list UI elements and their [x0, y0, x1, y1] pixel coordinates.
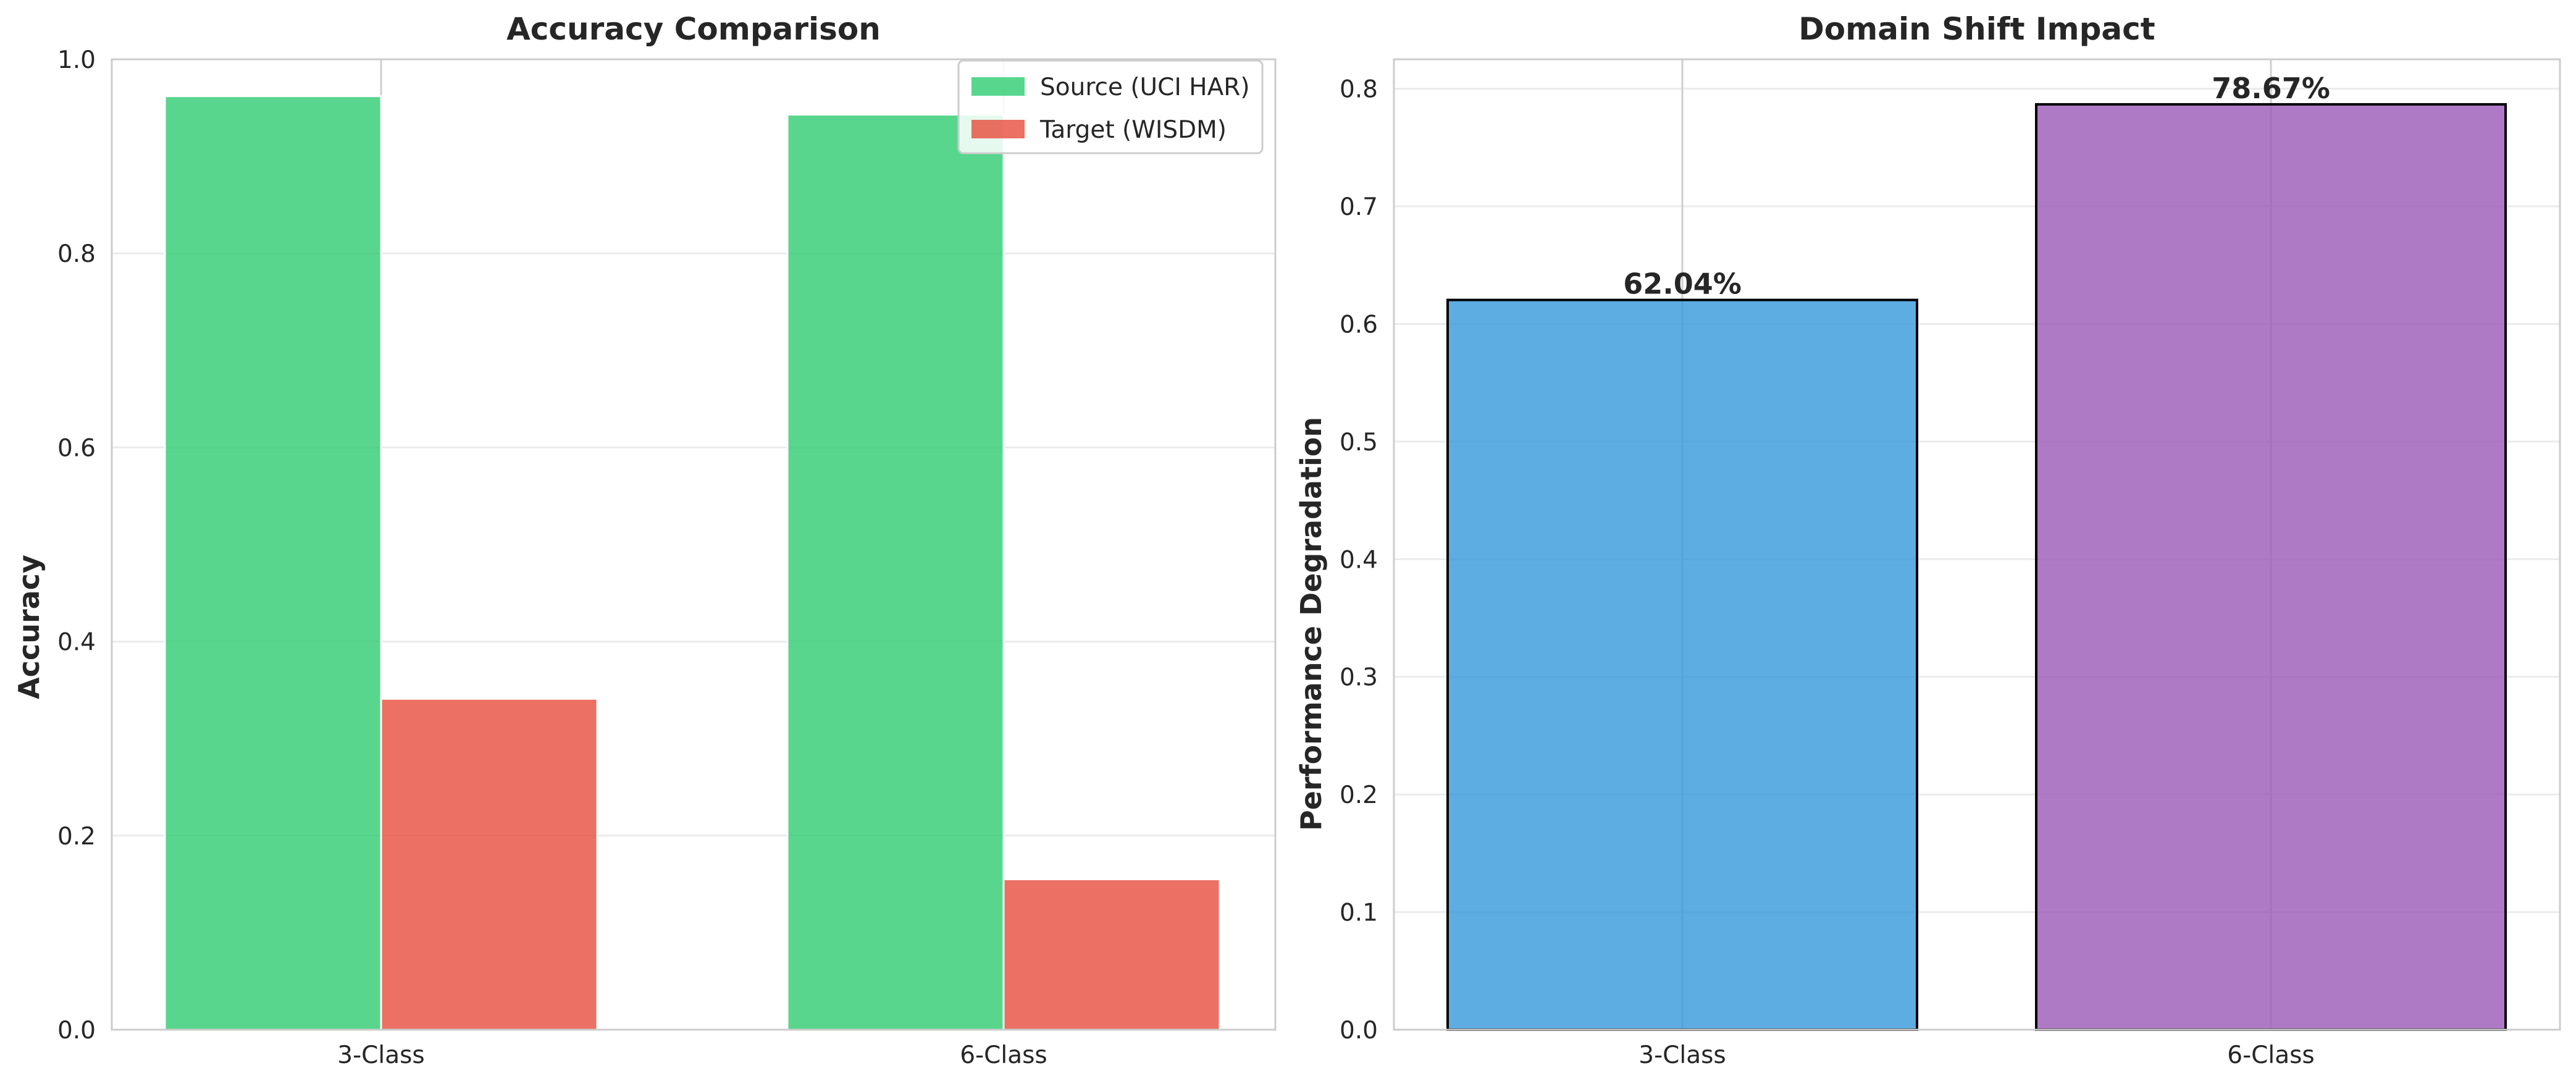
plot-frame — [1393, 58, 2561, 1031]
y-tick-label: 1.0 — [57, 46, 96, 74]
y-tick-label: 0.4 — [57, 629, 96, 657]
y-tick-labels: 0.0 0.1 0.2 0.3 0.4 0.5 0.6 0.7 0.8 — [1340, 76, 1378, 1045]
accuracy-comparison-chart: 0.0 0.2 0.4 0.6 0.8 1.0 3-Class 6-Class Accura… — [12, 11, 1277, 1069]
bar-source-2 — [786, 114, 1005, 1031]
legend-swatch-target — [971, 120, 1025, 138]
bar-2 — [2035, 103, 2507, 1031]
x-tick-label: 6-Class — [960, 1041, 1047, 1069]
y-tick-label: 0.3 — [1340, 664, 1378, 692]
legend-box — [957, 59, 1264, 154]
axes-frame — [111, 58, 1277, 1031]
y-tick-label: 0.8 — [57, 240, 96, 268]
bar-group — [1446, 103, 2507, 1031]
x-tick-labels: 3-Class 6-Class — [1638, 1041, 2315, 1069]
x-tick-label: 3-Class — [1638, 1041, 1726, 1069]
bar-target-1 — [380, 697, 598, 1031]
bar-group — [164, 95, 1221, 1031]
y-tick-label: 0.6 — [57, 434, 96, 462]
x-tick-labels: 3-Class 6-Class — [337, 1041, 1047, 1069]
bar-source-1 — [164, 95, 382, 1031]
y-tick-label: 0.6 — [1340, 311, 1378, 338]
data-label: 78.67% — [2212, 72, 2330, 105]
bar-1 — [1446, 298, 1918, 1031]
y-tick-labels: 0.0 0.2 0.4 0.6 0.8 1.0 — [57, 46, 96, 1045]
y-tick-label: 0.0 — [1340, 1017, 1378, 1045]
y-tick-label: 0.4 — [1340, 546, 1378, 574]
data-labels: 62.04% 78.67% — [1623, 72, 2330, 301]
legend: Source (UCI HAR) Target (WISDM) — [957, 59, 1264, 154]
domain-shift-impact-chart: 0.0 0.1 0.2 0.3 0.4 0.5 0.6 0.7 0.8 3-Class 6-Cla… — [1294, 11, 2561, 1069]
x-tick-label: 6-Class — [2227, 1041, 2315, 1069]
y-tick-label: 0.0 — [57, 1017, 96, 1045]
plot-frame — [111, 58, 1277, 1031]
y-tick-label: 0.7 — [1340, 193, 1378, 221]
y-tick-label: 0.2 — [1340, 781, 1378, 809]
y-axis-label: Accuracy — [12, 555, 46, 699]
y-tick-label: 0.1 — [1340, 899, 1378, 927]
x-tick-label: 3-Class — [337, 1041, 425, 1069]
y-axis-label: Performance Degradation — [1294, 417, 1328, 831]
axes-frame — [1393, 58, 2561, 1031]
legend-swatch-source — [971, 77, 1025, 96]
y-tick-label: 0.5 — [1340, 429, 1378, 456]
data-label: 62.04% — [1623, 267, 1742, 301]
legend-label-target: Target (WISDM) — [1039, 116, 1227, 144]
y-tick-label: 0.8 — [1340, 76, 1378, 104]
bar-target-2 — [1002, 878, 1221, 1031]
chart-title: Domain Shift Impact — [1798, 11, 2155, 47]
chart-title: Accuracy Comparison — [506, 11, 881, 47]
y-tick-label: 0.2 — [57, 823, 96, 851]
legend-label-source: Source (UCI HAR) — [1040, 74, 1250, 101]
